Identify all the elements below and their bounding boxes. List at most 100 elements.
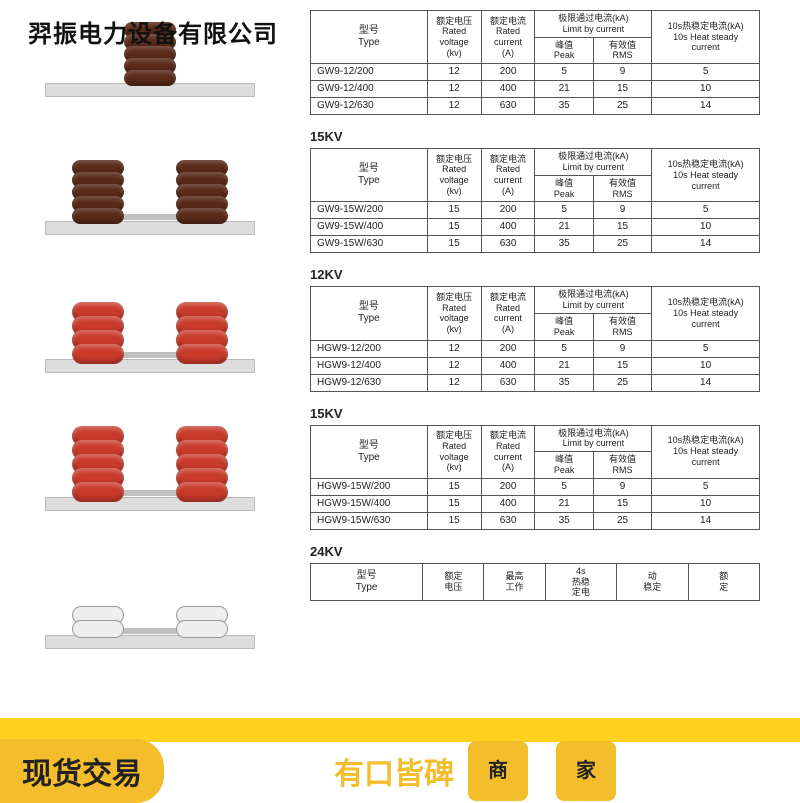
c: 额定电压	[436, 292, 472, 302]
c: Limit by current	[563, 300, 625, 310]
cell: HGW9-15W/630	[311, 512, 428, 529]
spec-table-2: 型号Type 额定电压Ratedvoltage(kv) 额定电流Ratedcur…	[310, 286, 760, 391]
c: current	[692, 457, 720, 467]
c: Rated	[442, 26, 466, 36]
cell: 12	[427, 374, 481, 391]
c: 额定电流	[490, 430, 526, 440]
c: current	[494, 175, 522, 185]
cell: GW9-12/630	[311, 98, 428, 115]
c: 峰值	[555, 316, 573, 326]
c: 额定电流	[490, 16, 526, 26]
cell: 12	[427, 340, 481, 357]
c: (A)	[502, 324, 514, 334]
cell: 35	[535, 98, 593, 115]
cell: 35	[535, 512, 593, 529]
spec-section-4: 24KV 型号Type 额定电压 最高工作 4s热稳定电 动稳定 额定	[310, 544, 760, 601]
c: Rated	[442, 164, 466, 174]
cell: 25	[593, 374, 651, 391]
cell: 200	[481, 202, 535, 219]
cell: 10	[652, 357, 760, 374]
c: 10s Heat steady	[673, 446, 738, 456]
cell: GW9-15W/400	[311, 219, 428, 236]
c: 定	[719, 582, 728, 592]
section-title: 15KV	[310, 406, 760, 421]
c: current	[494, 452, 522, 462]
cell: 5	[535, 202, 593, 219]
c: 定电	[572, 587, 590, 597]
c: 10s Heat steady	[673, 170, 738, 180]
product-photo-4	[10, 444, 290, 564]
c: Limit by current	[563, 438, 625, 448]
cell: 15	[427, 236, 481, 253]
cell: 10	[652, 219, 760, 236]
table-row: HGW9-15W/40015400211510	[311, 495, 760, 512]
c: RMS	[613, 189, 633, 199]
c: 极限通过电流(kA)	[558, 289, 629, 299]
cell: 630	[481, 374, 535, 391]
cell: 25	[593, 512, 651, 529]
c: (kv)	[447, 48, 462, 58]
cell: 5	[652, 340, 760, 357]
c: 10s热稳定电流(kA)	[668, 435, 744, 445]
cell: 5	[652, 202, 760, 219]
company-name: 羿振电力设备有限公司	[28, 14, 278, 49]
cell: GW9-12/200	[311, 64, 428, 81]
c: 额定电流	[490, 292, 526, 302]
table-row: GW9-12/20012200595	[311, 64, 760, 81]
c: Peak	[554, 189, 575, 199]
c: Rated	[496, 303, 520, 313]
cell: 15	[427, 202, 481, 219]
table-row: HGW9-12/20012200595	[311, 340, 760, 357]
table-row: HGW9-15W/63015630352514	[311, 512, 760, 529]
table-row: GW9-15W/40015400211510	[311, 219, 760, 236]
cell: 400	[481, 81, 535, 98]
cell: 14	[652, 98, 760, 115]
c: Rated	[496, 164, 520, 174]
c: (kv)	[447, 324, 462, 334]
section-title: 12KV	[310, 267, 760, 282]
cell: 14	[652, 512, 760, 529]
c: 4s	[576, 566, 586, 576]
c: 工作	[506, 582, 524, 592]
c: 电压	[444, 582, 462, 592]
c: RMS	[613, 465, 633, 475]
product-photo-2	[10, 168, 290, 288]
c: 10s热稳定电流(kA)	[668, 297, 744, 307]
spec-tables-column: 型号Type 额定电压Ratedvoltage(kv) 额定电流Ratedcur…	[310, 10, 760, 720]
table-row: HGW9-12/63012630352514	[311, 374, 760, 391]
product-photo-3	[10, 306, 290, 426]
c: 额定电流	[490, 154, 526, 164]
cell: 9	[593, 340, 651, 357]
merchant-badge-2: 家	[556, 741, 616, 801]
cell: 35	[535, 236, 593, 253]
c: 热稳	[572, 577, 590, 587]
cell: 12	[427, 81, 481, 98]
banner-right-block: 有口皆碑 商 家	[164, 741, 800, 801]
cell: 630	[481, 98, 535, 115]
c: 型号	[357, 570, 377, 581]
c: 型号	[359, 301, 379, 312]
cell: 5	[652, 64, 760, 81]
c: 极限通过电流(kA)	[558, 428, 629, 438]
cell: 12	[427, 357, 481, 374]
cell: 15	[593, 81, 651, 98]
c: Rated	[442, 303, 466, 313]
table-row: GW9-15W/63015630352514	[311, 236, 760, 253]
c: 10s热稳定电流(kA)	[668, 21, 744, 31]
c: current	[692, 181, 720, 191]
c: 10s Heat steady	[673, 308, 738, 318]
cell: 5	[535, 478, 593, 495]
table-row: GW9-15W/20015200595	[311, 202, 760, 219]
c: (A)	[502, 186, 514, 196]
cell: 5	[652, 478, 760, 495]
c: Type	[358, 175, 380, 186]
banner-right-text: 有口皆碑	[334, 749, 454, 793]
cell: HGW9-12/630	[311, 374, 428, 391]
cell: 400	[481, 357, 535, 374]
c: Peak	[554, 50, 575, 60]
spec-section-2: 12KV 型号Type 额定电压Ratedvoltage(kv) 额定电流Rat…	[310, 267, 760, 391]
cell: 200	[481, 64, 535, 81]
spec-section-0: 型号Type 额定电压Ratedvoltage(kv) 额定电流Ratedcur…	[310, 10, 760, 115]
c: 峰值	[555, 454, 573, 464]
c: 额定	[444, 571, 462, 581]
